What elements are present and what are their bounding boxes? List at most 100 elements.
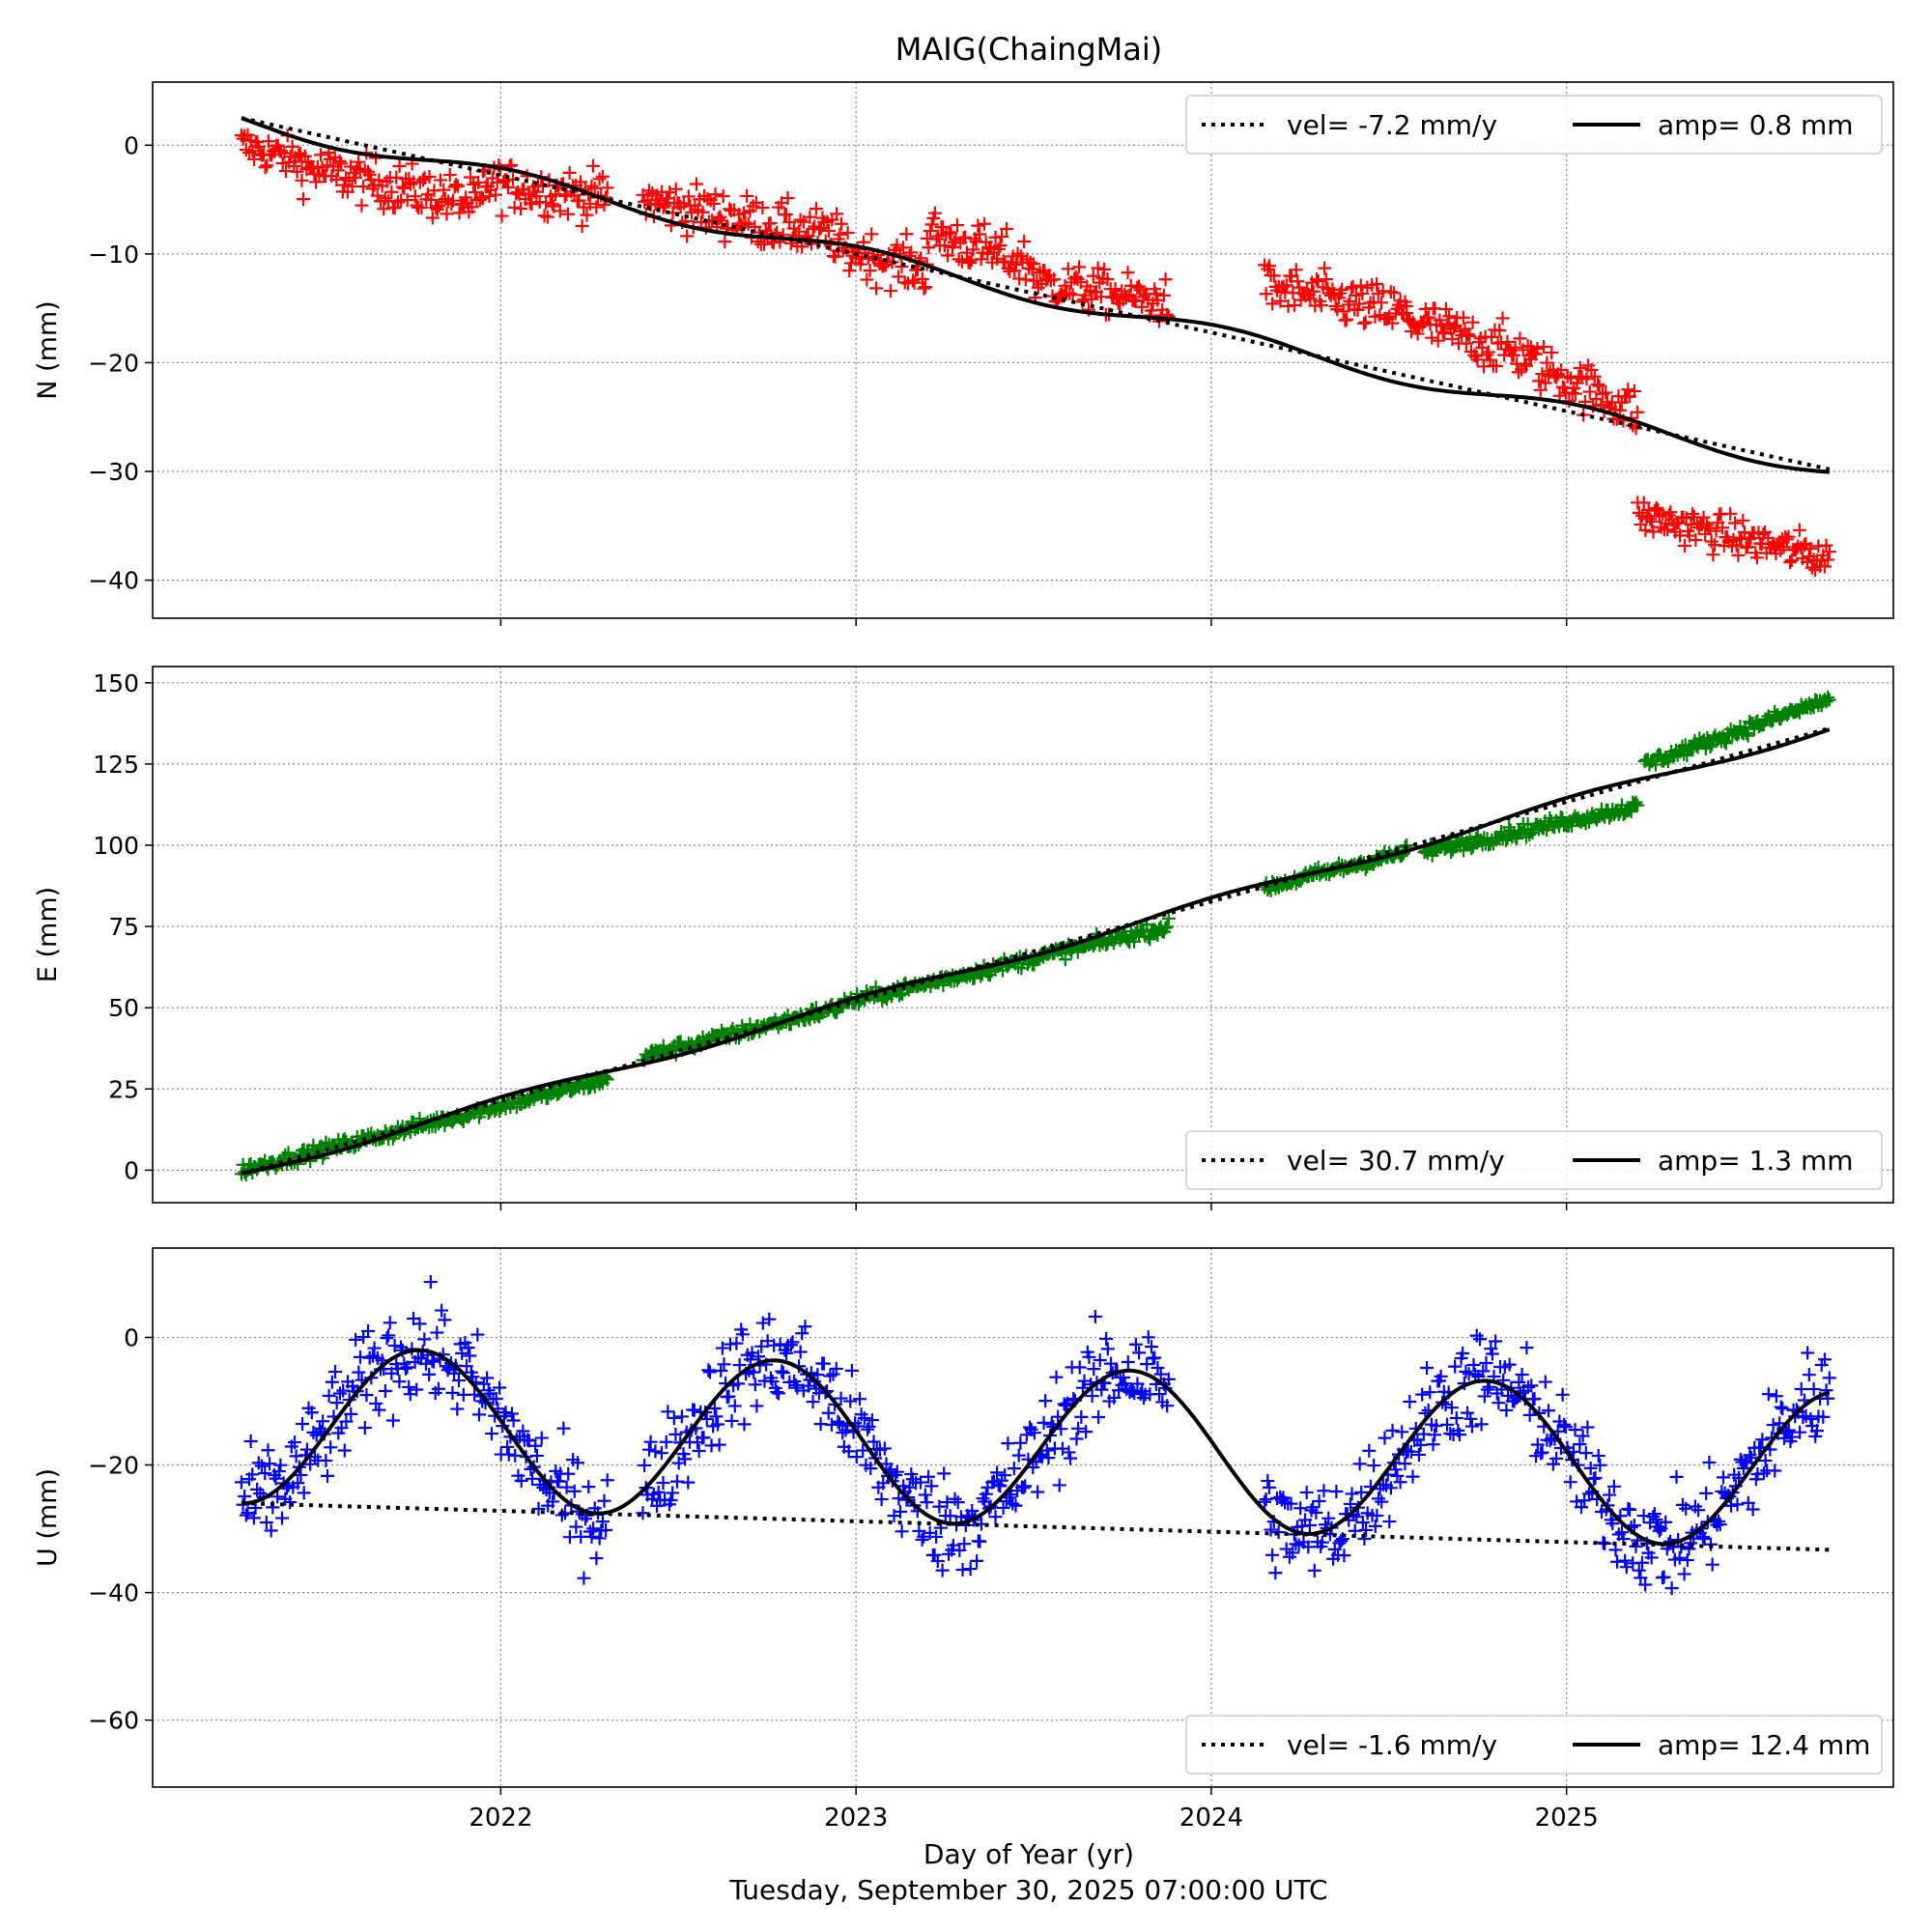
data-point — [707, 1402, 722, 1415]
data-point — [862, 1419, 876, 1434]
data-point — [1100, 272, 1115, 287]
data-point — [1065, 288, 1080, 302]
data-point — [923, 224, 937, 239]
data-point — [1464, 841, 1479, 856]
data-point — [1001, 1436, 1015, 1451]
data-point — [246, 1511, 261, 1525]
data-point — [1312, 1493, 1326, 1508]
data-point — [1071, 1421, 1086, 1435]
data-point — [840, 225, 855, 240]
data-point — [1808, 1429, 1823, 1443]
data-point — [482, 189, 497, 204]
data-point — [709, 1409, 724, 1424]
data-point — [1007, 1462, 1021, 1476]
data-point — [264, 1523, 278, 1538]
data-point — [722, 1389, 736, 1404]
data-point — [372, 173, 386, 187]
data-point — [1383, 1481, 1398, 1495]
data-point — [234, 1475, 248, 1490]
data-point — [1794, 1381, 1808, 1396]
data-point — [692, 1443, 706, 1458]
data-point — [1573, 361, 1587, 376]
y-tick-label: −20 — [88, 349, 139, 377]
data-point — [1345, 1487, 1359, 1501]
x-tick-label: 2023 — [824, 1804, 888, 1833]
data-point — [843, 1394, 858, 1408]
data-point — [876, 1476, 891, 1491]
data-point — [586, 1521, 601, 1536]
data-point — [1632, 1563, 1646, 1577]
data-point — [795, 1326, 810, 1341]
data-point — [1646, 525, 1661, 539]
data-point — [1043, 273, 1058, 288]
data-point — [493, 1380, 507, 1395]
data-point — [1741, 540, 1755, 554]
data-point — [701, 1363, 716, 1378]
data-point — [329, 1396, 344, 1410]
data-point — [715, 213, 729, 228]
data-point — [775, 1364, 789, 1378]
data-point — [1318, 261, 1332, 275]
legend: vel= -1.6 mm/y amp= 12.4 mm — [1185, 1715, 1883, 1775]
data-point — [329, 173, 344, 187]
data-point — [1299, 1485, 1314, 1499]
data-point — [813, 220, 828, 235]
data-point — [1385, 316, 1400, 330]
velocity-line — [241, 1501, 1830, 1552]
data-point — [798, 231, 812, 245]
data-point — [1822, 693, 1836, 707]
data-point — [1776, 1402, 1790, 1416]
data-point — [1431, 333, 1445, 348]
data-point — [935, 1563, 950, 1577]
data-point — [378, 191, 392, 206]
data-point — [1499, 1403, 1514, 1417]
data-point — [1809, 1424, 1824, 1438]
data-point — [931, 229, 946, 243]
data-point — [1132, 1346, 1147, 1360]
data-point — [922, 1469, 936, 1484]
data-point — [1395, 1425, 1409, 1439]
data-point — [1343, 294, 1357, 308]
data-point — [892, 988, 906, 1003]
data-point — [643, 1435, 658, 1449]
data-point — [1704, 1537, 1719, 1551]
data-point — [932, 1499, 947, 1514]
data-point — [320, 1468, 334, 1483]
data-point — [1537, 339, 1551, 354]
data-point — [1358, 315, 1373, 329]
x-axis-label: Day of Year (yr) — [923, 1838, 1134, 1870]
data-point — [595, 1515, 610, 1529]
data-point — [1086, 269, 1100, 283]
data-point — [1582, 384, 1597, 399]
data-point — [472, 193, 487, 208]
data-point — [1152, 1387, 1167, 1402]
data-point — [1481, 1382, 1495, 1397]
data-point — [600, 1072, 614, 1087]
data-point — [414, 201, 429, 215]
north-panel: 0 −10 −20 −30 −40 N (mm) vel= -7.2 mm/y amp= 0.… — [33, 81, 1894, 626]
data-point — [1307, 1563, 1321, 1577]
data-point — [1265, 1548, 1280, 1562]
data-point — [584, 1529, 599, 1544]
data-point — [1583, 1461, 1598, 1475]
data-point — [316, 1414, 330, 1429]
data-point — [678, 1452, 693, 1466]
data-point — [831, 1414, 845, 1429]
data-point — [1059, 1398, 1073, 1412]
data-point — [988, 1510, 1003, 1524]
data-point — [570, 1456, 584, 1470]
data-point — [1385, 1423, 1400, 1437]
data-point — [1001, 261, 1015, 275]
data-point — [1479, 1355, 1493, 1370]
data-point — [297, 1486, 311, 1500]
data-point — [732, 1358, 747, 1373]
data-point — [1337, 1548, 1351, 1563]
data-point — [1156, 288, 1171, 302]
data-point — [1354, 1485, 1369, 1499]
data-point — [258, 1466, 272, 1481]
data-point — [1669, 1469, 1684, 1484]
data-point — [1099, 1332, 1114, 1347]
data-point — [747, 1365, 761, 1379]
data-point — [1723, 506, 1738, 521]
data-point — [664, 1493, 678, 1508]
